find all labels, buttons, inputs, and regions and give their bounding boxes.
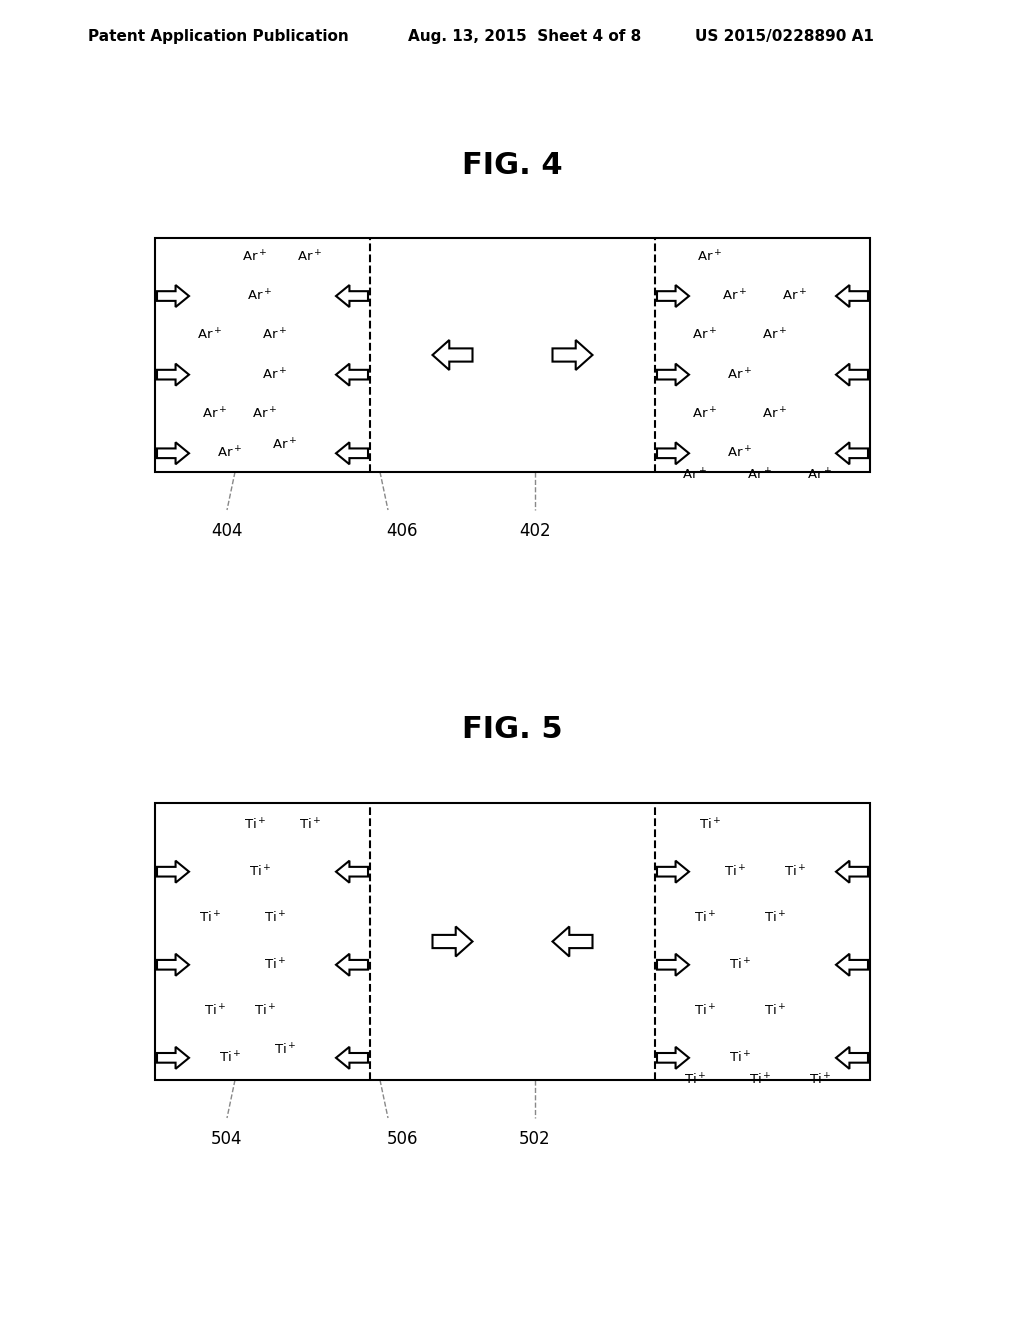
Text: Ti$^+$: Ti$^+$	[764, 1003, 786, 1019]
Text: Ar$^+$: Ar$^+$	[763, 327, 787, 343]
Text: Ar$^+$: Ar$^+$	[262, 367, 288, 383]
Text: 504: 504	[211, 1130, 243, 1148]
Text: Ar$^+$: Ar$^+$	[682, 467, 708, 483]
Text: Ti$^+$: Ti$^+$	[729, 1051, 752, 1065]
Polygon shape	[157, 954, 189, 975]
Text: 404: 404	[211, 521, 243, 540]
Text: Ar$^+$: Ar$^+$	[692, 407, 718, 421]
Text: Ti$^+$: Ti$^+$	[698, 817, 721, 833]
Text: Patent Application Publication: Patent Application Publication	[88, 29, 349, 44]
Polygon shape	[336, 285, 368, 308]
Polygon shape	[336, 442, 368, 465]
Text: Ar$^+$: Ar$^+$	[198, 327, 222, 343]
Polygon shape	[336, 861, 368, 883]
Text: Ti$^+$: Ti$^+$	[694, 1003, 716, 1019]
Bar	[155, 803, 870, 1080]
Bar	[155, 238, 870, 473]
Text: Ti$^+$: Ti$^+$	[264, 911, 287, 925]
Text: FIG. 4: FIG. 4	[462, 150, 562, 180]
Polygon shape	[157, 1047, 189, 1069]
Text: 502: 502	[519, 1130, 551, 1148]
Text: Ar$^+$: Ar$^+$	[727, 446, 753, 461]
Text: 406: 406	[386, 521, 418, 540]
Polygon shape	[836, 285, 868, 308]
Text: Ti$^+$: Ti$^+$	[273, 1043, 296, 1057]
Text: Ti$^+$: Ti$^+$	[264, 957, 287, 973]
Polygon shape	[836, 442, 868, 465]
Polygon shape	[553, 341, 593, 370]
Polygon shape	[432, 341, 472, 370]
Text: Ti$^+$: Ti$^+$	[219, 1051, 242, 1065]
Text: Ti$^+$: Ti$^+$	[764, 911, 786, 925]
Text: Ti$^+$: Ti$^+$	[783, 865, 806, 879]
Text: Ti$^+$: Ti$^+$	[244, 817, 266, 833]
Polygon shape	[157, 285, 189, 308]
Polygon shape	[157, 442, 189, 465]
Text: Ti$^+$: Ti$^+$	[199, 911, 221, 925]
Text: Ti$^+$: Ti$^+$	[749, 1072, 771, 1088]
Text: Ti$^+$: Ti$^+$	[694, 911, 716, 925]
Text: Ar$^+$: Ar$^+$	[217, 446, 243, 461]
Text: US 2015/0228890 A1: US 2015/0228890 A1	[695, 29, 873, 44]
Polygon shape	[336, 954, 368, 975]
Polygon shape	[336, 363, 368, 385]
Text: Ti$^+$: Ti$^+$	[724, 865, 746, 879]
Text: Ar$^+$: Ar$^+$	[203, 407, 227, 421]
Text: Ar$^+$: Ar$^+$	[727, 367, 753, 383]
Polygon shape	[657, 363, 689, 385]
Polygon shape	[553, 927, 593, 957]
Text: Ti$^+$: Ti$^+$	[254, 1003, 276, 1019]
Text: Ar$^+$: Ar$^+$	[252, 407, 278, 421]
Text: FIG. 5: FIG. 5	[462, 715, 562, 744]
Text: Ar$^+$: Ar$^+$	[692, 327, 718, 343]
Text: 506: 506	[386, 1130, 418, 1148]
Text: Ar$^+$: Ar$^+$	[297, 249, 323, 264]
Text: Ar$^+$: Ar$^+$	[243, 249, 267, 264]
Text: Ti$^+$: Ti$^+$	[684, 1072, 707, 1088]
Polygon shape	[432, 927, 472, 957]
Text: Ti$^+$: Ti$^+$	[809, 1072, 831, 1088]
Polygon shape	[657, 861, 689, 883]
Polygon shape	[657, 442, 689, 465]
Text: Ar$^+$: Ar$^+$	[248, 288, 272, 304]
Text: Ar$^+$: Ar$^+$	[262, 327, 288, 343]
Text: Ar$^+$: Ar$^+$	[763, 407, 787, 421]
Polygon shape	[836, 954, 868, 975]
Polygon shape	[836, 363, 868, 385]
Text: Ar$^+$: Ar$^+$	[782, 288, 808, 304]
Text: Ti$^+$: Ti$^+$	[729, 957, 752, 973]
Polygon shape	[157, 363, 189, 385]
Polygon shape	[836, 861, 868, 883]
Text: Ar$^+$: Ar$^+$	[807, 467, 833, 483]
Polygon shape	[657, 954, 689, 975]
Polygon shape	[657, 285, 689, 308]
Text: Ar$^+$: Ar$^+$	[697, 249, 723, 264]
Text: Ti$^+$: Ti$^+$	[204, 1003, 226, 1019]
Text: Ti$^+$: Ti$^+$	[299, 817, 322, 833]
Polygon shape	[836, 1047, 868, 1069]
Text: Ar$^+$: Ar$^+$	[272, 438, 298, 453]
Text: Ti$^+$: Ti$^+$	[249, 865, 271, 879]
Polygon shape	[157, 861, 189, 883]
Polygon shape	[336, 1047, 368, 1069]
Text: Ar$^+$: Ar$^+$	[722, 288, 748, 304]
Polygon shape	[657, 1047, 689, 1069]
Text: 402: 402	[519, 521, 551, 540]
Text: Aug. 13, 2015  Sheet 4 of 8: Aug. 13, 2015 Sheet 4 of 8	[408, 29, 641, 44]
Text: Ar$^+$: Ar$^+$	[748, 467, 772, 483]
